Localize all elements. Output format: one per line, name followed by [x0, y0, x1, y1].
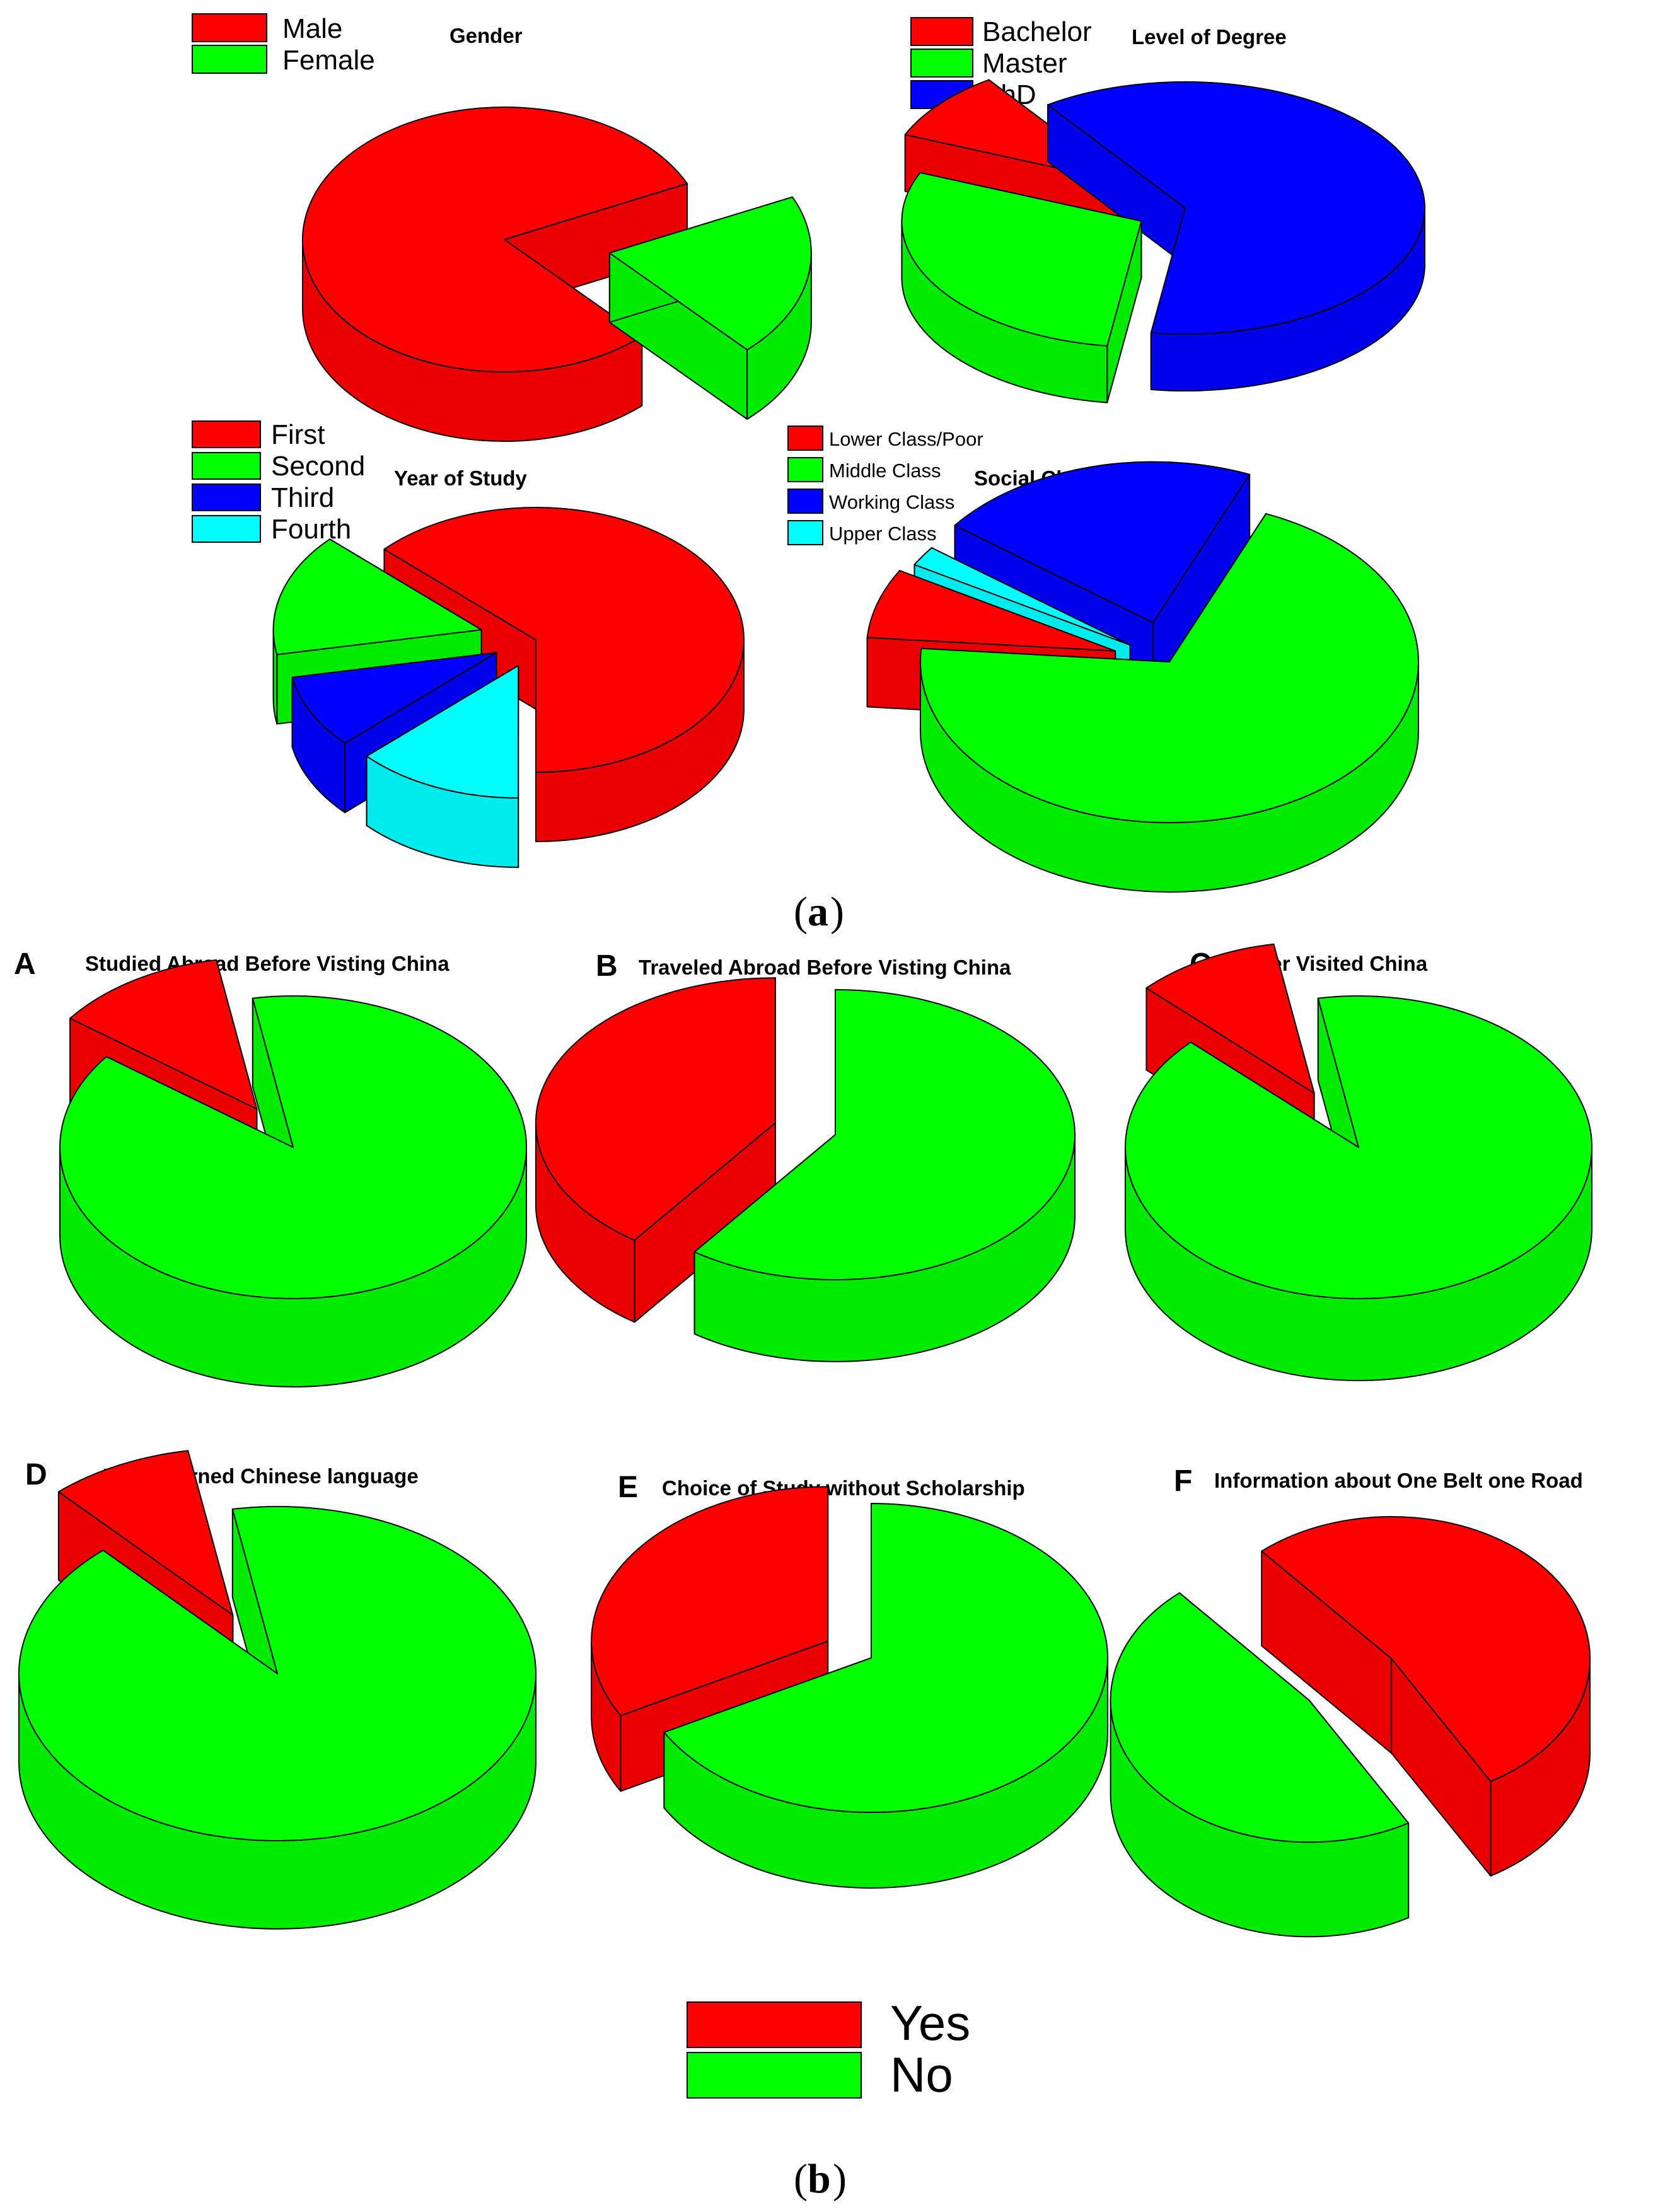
- legend-label-upper-class: Upper Class: [829, 523, 937, 545]
- legend-swatch-bachelor: [910, 17, 973, 46]
- panel-letter-b: B: [596, 949, 618, 983]
- chart-year-of-study: First Second Third Fourth Year of Study: [192, 419, 745, 868]
- caption-a-letter: a: [808, 889, 828, 935]
- legend-swatch-female: [192, 45, 267, 74]
- pie-slice-fourth: [366, 664, 519, 868]
- pie-slice-master: [901, 171, 1142, 403]
- legend-label-male: Male: [282, 13, 342, 44]
- pie-slice-yes: [535, 977, 776, 1323]
- caption-b-letter: b: [808, 2156, 831, 2202]
- legend-yes-no: Yes No: [687, 1995, 970, 2102]
- chart-social-class: Lower Class/Poor Middle Class Working Cl…: [787, 426, 1420, 893]
- chart-title-panel-f: Information about One Belt one Road: [1214, 1469, 1583, 1492]
- legend-label-lower-class: Lower Class/Poor: [829, 428, 983, 450]
- legend-label-third: Third: [271, 482, 334, 513]
- chart-panel-d: D Ever Learned Chinese language: [18, 1450, 536, 1930]
- pie-slice-no: [59, 995, 527, 1387]
- svg-text:(: (: [794, 889, 808, 935]
- panel-letter-d: D: [25, 1458, 47, 1491]
- panel-letter-f: F: [1174, 1464, 1192, 1498]
- chart-level-of-degree: Bachelor Master PhD Level of Degree: [901, 16, 1425, 403]
- pie-year-of-study: [272, 507, 745, 868]
- pie-slice-no: [1124, 995, 1592, 1381]
- legend-swatch-master: [910, 49, 973, 78]
- pie-panel-b: [535, 977, 1076, 1362]
- pie-slice-yes: [1261, 1516, 1591, 1877]
- chart-gender: Male Female Gender: [192, 13, 812, 442]
- svg-text:): ): [833, 2156, 847, 2202]
- legend-swatch-fourth: [192, 515, 261, 543]
- chart-panel-e: E Choice of Study without Scholarship: [591, 1471, 1108, 1889]
- legend-label-no: No: [890, 2047, 953, 2102]
- legend-label-first: First: [271, 419, 325, 450]
- pie-slice-male: [302, 107, 688, 442]
- pie-slice-phd: [1047, 81, 1425, 391]
- pie-slice-no: [663, 1503, 1108, 1889]
- pie-slice-female: [608, 196, 812, 420]
- pie-slice-middle-class: [920, 512, 1420, 893]
- legend-label-fourth: Fourth: [271, 514, 351, 545]
- legend-label-bachelor: Bachelor: [982, 16, 1092, 47]
- legend-swatch-no: [687, 2052, 862, 2099]
- chart-panel-a: A Studied Abroad Before Visting China: [14, 947, 527, 1387]
- legend-swatch-third: [192, 484, 261, 511]
- legend-label-middle-class: Middle Class: [829, 460, 941, 482]
- pie-slice-no: [1110, 1592, 1410, 1938]
- caption-a: ( a ): [794, 889, 844, 935]
- legend-label-yes: Yes: [890, 1995, 970, 2051]
- pie-panel-d: [18, 1450, 536, 1930]
- legend-swatch-upper-class: [787, 520, 823, 545]
- chart-panel-c: C Ever Visited China: [1124, 943, 1592, 1381]
- chart-title-gender: Gender: [449, 24, 523, 47]
- pie-slice-no: [18, 1506, 536, 1930]
- legend-label-master: Master: [982, 48, 1067, 79]
- chart-title-level-of-degree: Level of Degree: [1132, 25, 1287, 49]
- legend-swatch-first: [192, 420, 261, 448]
- pie-social-class: [866, 461, 1420, 893]
- panel-letter-e: E: [618, 1471, 638, 1504]
- pie-panel-c: [1124, 943, 1592, 1381]
- legend-swatch-male: [192, 13, 267, 42]
- legend-label-second: Second: [271, 451, 365, 482]
- chart-title-panel-a: Studied Abroad Before Visting China: [85, 952, 449, 975]
- pie-panel-e: [591, 1486, 1108, 1889]
- chart-panel-f: F Information about One Belt one Road: [1110, 1464, 1591, 1938]
- legend-label-female: Female: [282, 45, 375, 76]
- legend-label-working-class: Working Class: [829, 491, 954, 513]
- chart-title-panel-e: Choice of Study without Scholarship: [662, 1476, 1025, 1500]
- pie-level-of-degree: [901, 79, 1425, 403]
- legend-swatch-second: [192, 452, 261, 480]
- legend-swatch-yes: [687, 2001, 862, 2048]
- caption-b: ( b ): [794, 2156, 847, 2202]
- pie-slice-no: [693, 989, 1076, 1362]
- legend-swatch-middle-class: [787, 457, 823, 482]
- panel-letter-a: A: [14, 947, 36, 981]
- chart-title-year-of-study: Year of Study: [394, 466, 528, 490]
- pie-panel-a: [59, 959, 527, 1387]
- pie-panel-f: [1110, 1516, 1591, 1938]
- chart-title-panel-b: Traveled Abroad Before Visting China: [639, 956, 1011, 979]
- legend-swatch-lower-class: [787, 426, 823, 451]
- svg-text:(: (: [794, 2156, 808, 2202]
- svg-text:): ): [830, 889, 844, 935]
- chart-panel-b: B Traveled Abroad Before Visting China: [535, 949, 1076, 1362]
- legend-swatch-working-class: [787, 489, 823, 514]
- pie-gender: [302, 107, 812, 442]
